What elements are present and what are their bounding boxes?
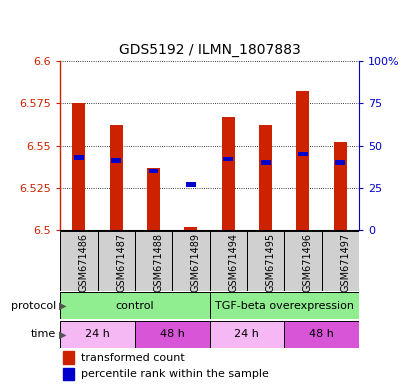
Bar <box>149 169 159 173</box>
Bar <box>247 231 284 291</box>
Text: GSM671497: GSM671497 <box>340 233 350 292</box>
Bar <box>111 158 121 163</box>
Bar <box>110 125 123 230</box>
Bar <box>63 351 74 364</box>
Bar <box>184 227 198 230</box>
Text: 48 h: 48 h <box>160 329 185 339</box>
Bar <box>322 231 359 291</box>
Text: 48 h: 48 h <box>309 329 334 339</box>
Bar <box>63 368 74 380</box>
Text: GSM671494: GSM671494 <box>228 233 238 292</box>
Bar <box>296 91 310 230</box>
Bar <box>60 292 210 319</box>
Text: ▶: ▶ <box>59 329 67 339</box>
Text: ▶: ▶ <box>59 301 67 311</box>
Text: GSM671486: GSM671486 <box>79 233 89 292</box>
Text: GSM671495: GSM671495 <box>266 233 276 292</box>
Bar <box>172 231 210 291</box>
Bar <box>210 321 284 348</box>
Bar <box>210 292 359 319</box>
Text: time: time <box>31 329 56 339</box>
Bar <box>334 142 347 230</box>
Bar <box>261 160 271 165</box>
Bar <box>135 321 210 348</box>
Bar <box>60 231 98 291</box>
Text: GSM671496: GSM671496 <box>303 233 313 292</box>
Bar <box>259 125 272 230</box>
Bar <box>186 182 196 187</box>
Text: transformed count: transformed count <box>81 353 185 362</box>
Text: GSM671487: GSM671487 <box>116 233 126 292</box>
Text: TGF-beta overexpression: TGF-beta overexpression <box>215 301 354 311</box>
Text: GSM671489: GSM671489 <box>191 233 201 292</box>
Text: protocol: protocol <box>11 301 56 311</box>
Text: 24 h: 24 h <box>234 329 259 339</box>
Bar <box>147 167 160 230</box>
Bar <box>223 157 233 161</box>
Bar <box>60 321 135 348</box>
Text: control: control <box>115 301 154 311</box>
Bar <box>210 231 247 291</box>
Bar <box>335 160 345 165</box>
Title: GDS5192 / ILMN_1807883: GDS5192 / ILMN_1807883 <box>119 43 300 57</box>
Bar <box>135 231 172 291</box>
Text: GSM671488: GSM671488 <box>154 233 164 292</box>
Bar <box>222 117 235 230</box>
Bar <box>284 231 322 291</box>
Text: 24 h: 24 h <box>85 329 110 339</box>
Text: percentile rank within the sample: percentile rank within the sample <box>81 369 269 379</box>
Bar <box>74 155 84 160</box>
Bar <box>298 152 308 156</box>
Bar <box>98 231 135 291</box>
Bar <box>284 321 359 348</box>
Bar <box>72 103 85 230</box>
